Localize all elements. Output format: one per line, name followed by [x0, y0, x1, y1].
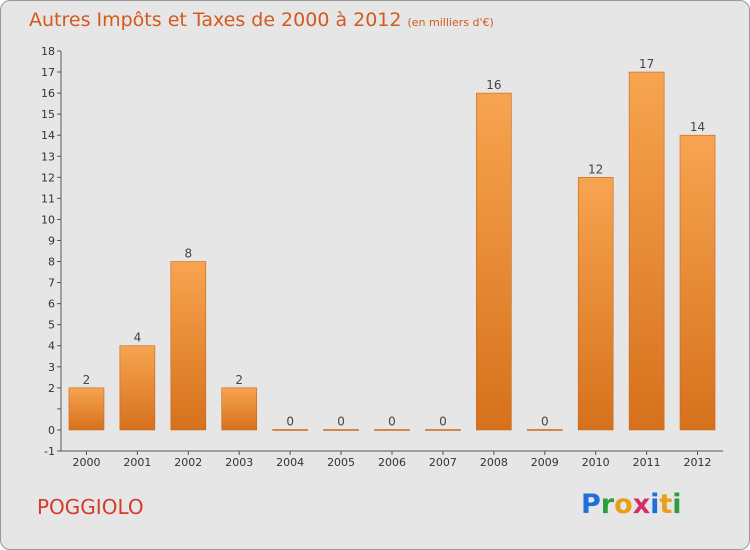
y-tick-label: 2	[48, 382, 55, 395]
logo-letter: P	[581, 489, 601, 520]
logo-letter: r	[600, 489, 615, 520]
logo-letter: t	[659, 489, 673, 520]
data-label-2012: 14	[690, 120, 705, 134]
bar-2001	[119, 345, 156, 431]
x-tick-label-2010: 2010	[582, 456, 610, 469]
y-tick-label: 15	[41, 108, 55, 121]
x-tick-label-2012: 2012	[684, 456, 712, 469]
y-tick-label: 9	[48, 234, 55, 247]
location-name: POGGIOLO	[37, 495, 144, 519]
x-tick-label-2008: 2008	[480, 456, 508, 469]
data-label-2008: 16	[486, 78, 501, 92]
y-tick-label: 3	[48, 361, 55, 374]
chart-title: Autres Impôts et Taxes de 2000 à 2012 (en…	[29, 9, 494, 31]
data-label-2007: 0	[439, 414, 447, 428]
y-tick-label: 17	[41, 66, 55, 79]
y-tick-label: 18	[41, 45, 55, 58]
bar-2009	[526, 429, 563, 431]
x-tick-label-2007: 2007	[429, 456, 457, 469]
bar-2008	[476, 92, 512, 431]
data-label-2005: 0	[337, 414, 345, 428]
x-tick-label-2011: 2011	[633, 456, 661, 469]
x-tick-label-2004: 2004	[276, 456, 304, 469]
data-label-2000: 2	[83, 373, 91, 387]
y-tick-label: 14	[41, 129, 55, 142]
data-label-2010: 12	[588, 162, 603, 176]
y-tick-label: 13	[41, 150, 55, 163]
y-tick-label: 8	[48, 256, 55, 269]
x-tick-label-2000: 2000	[72, 456, 100, 469]
data-label-2011: 17	[639, 57, 654, 71]
bar-2004	[272, 429, 308, 431]
bar-2000	[68, 387, 105, 431]
y-tick-label: 6	[48, 298, 55, 311]
y-tick-label: 12	[41, 171, 55, 184]
y-tick-label: -1	[44, 445, 55, 458]
bar-2006	[374, 429, 410, 431]
bar-2007	[425, 429, 461, 431]
y-tick-label: 5	[48, 319, 55, 332]
chart-axes: -1 0 2 3 4 5 6 7 8 9 10 11 12 13 14 15 16 17 18	[41, 45, 723, 458]
y-tick-label: 10	[41, 213, 55, 226]
logo-letter: i	[650, 489, 660, 520]
proxiti-logo[interactable]: Proxiti	[581, 489, 682, 520]
chart-title-unit: (en milliers d'€)	[407, 16, 494, 29]
logo-letter: i	[672, 489, 682, 520]
y-tick-label: 16	[41, 87, 55, 100]
y-tick-label: 4	[48, 340, 55, 353]
bar-2011	[628, 71, 665, 431]
x-tick-label-2003: 2003	[225, 456, 253, 469]
y-tick-label: 0	[48, 424, 55, 437]
bar-2010	[577, 177, 614, 431]
data-label-2009: 0	[541, 414, 549, 428]
logo-letter: x	[632, 489, 651, 520]
data-label-2001: 4	[134, 331, 142, 345]
bar-2012	[679, 134, 716, 431]
x-tick-label-2002: 2002	[174, 456, 202, 469]
logo-letter: o	[614, 489, 633, 520]
data-label-2003: 2	[235, 373, 243, 387]
bar-2003	[221, 387, 258, 431]
x-tick-label-2005: 2005	[327, 456, 355, 469]
data-label-2006: 0	[388, 414, 396, 428]
x-tick-label-2009: 2009	[531, 456, 559, 469]
chart-labels: 2000 2 2001 4 2002 8 2003 2 2004 0 2005 0 2006 0 2007 0…	[72, 57, 711, 469]
chart-bars	[68, 71, 716, 431]
bar-2002	[170, 261, 207, 431]
chart-title-main: Autres Impôts et Taxes de 2000 à 2012	[29, 9, 402, 31]
data-label-2004: 0	[286, 414, 294, 428]
x-tick-label-2006: 2006	[378, 456, 406, 469]
x-tick-label-2001: 2001	[123, 456, 151, 469]
bar-2005	[323, 429, 359, 431]
y-tick-label: 11	[41, 192, 55, 205]
data-label-2002: 8	[184, 247, 192, 261]
y-tick-label: 7	[48, 277, 55, 290]
